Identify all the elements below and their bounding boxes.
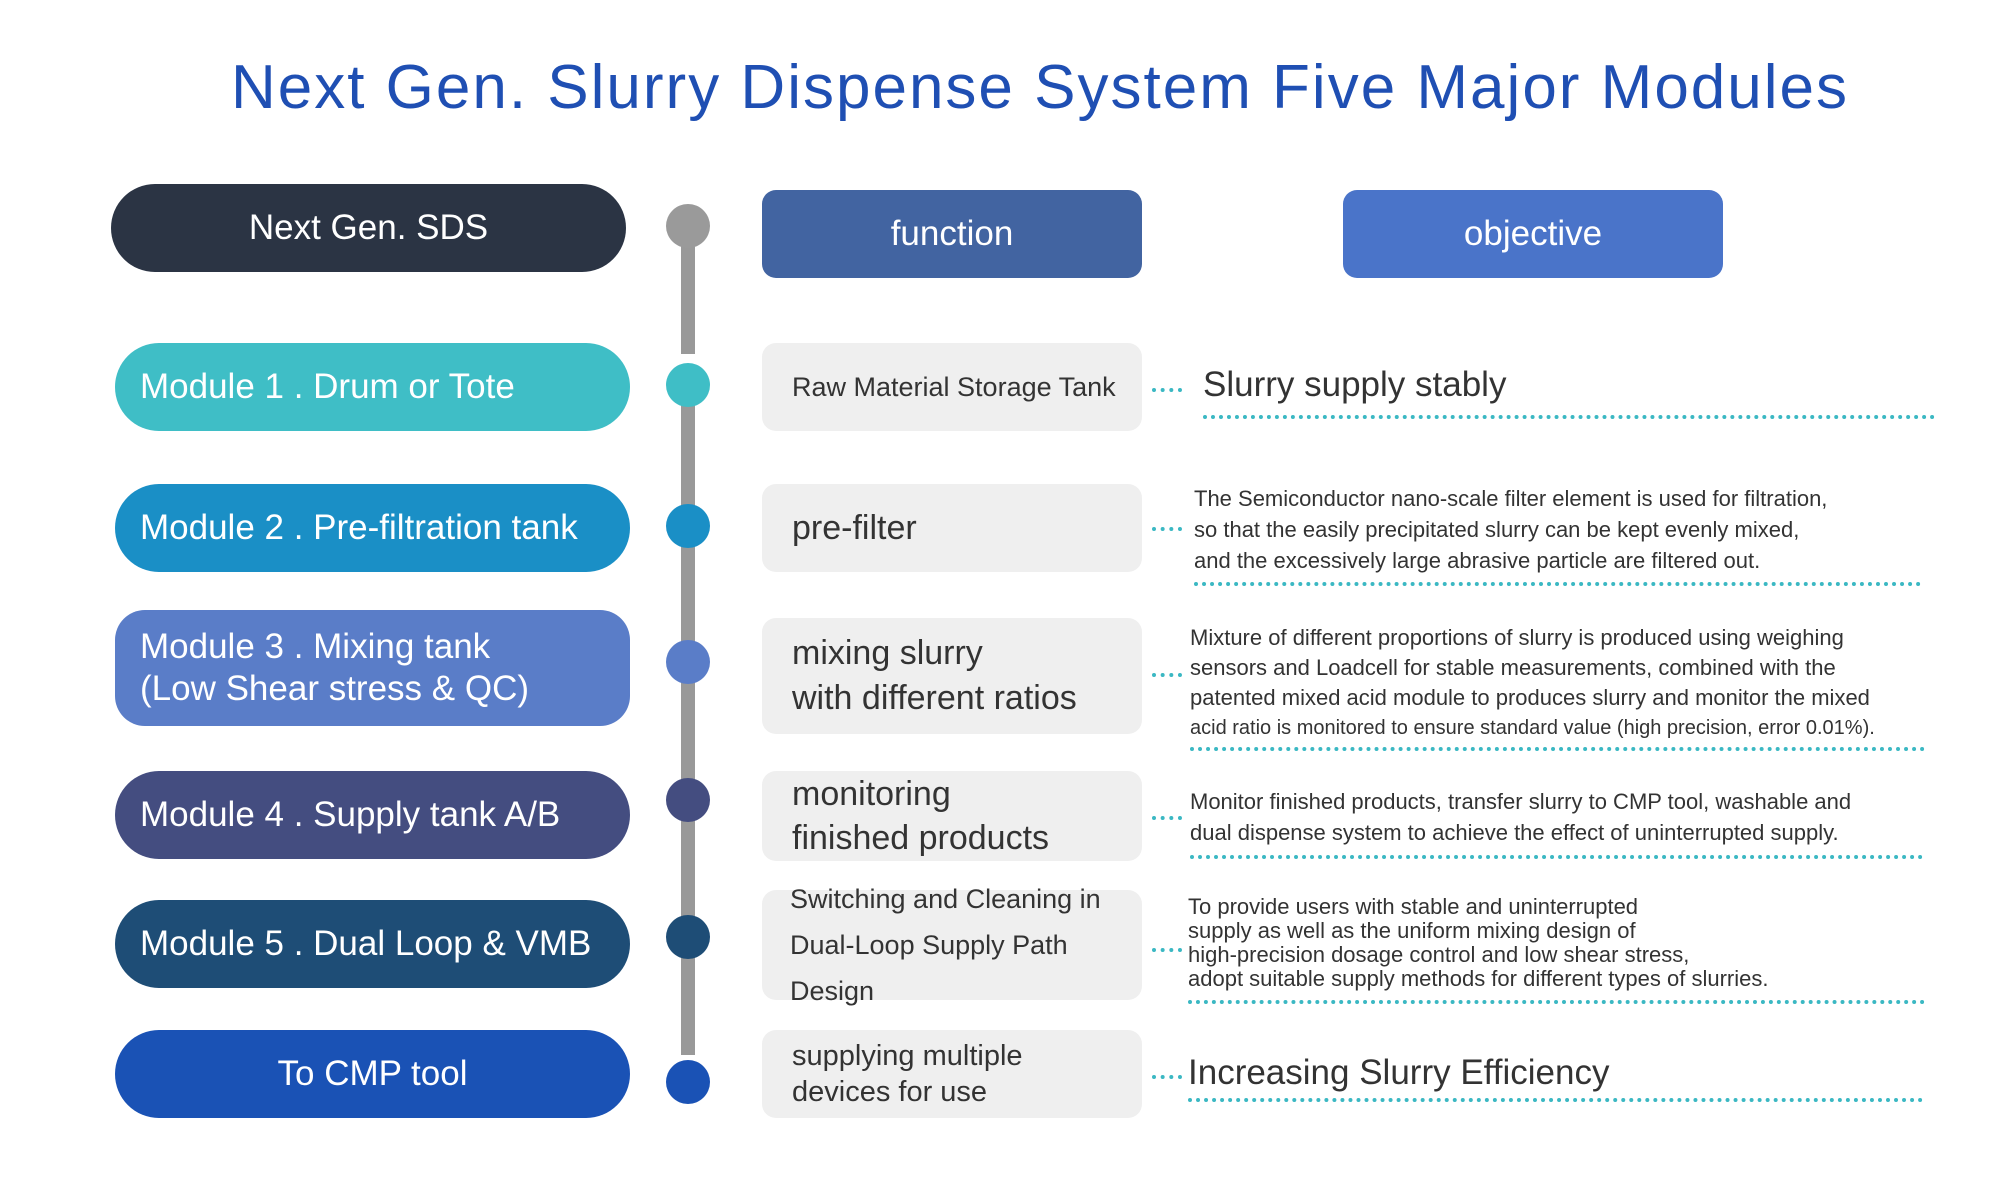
objective-5-underline	[1188, 1000, 1925, 1004]
function-1-text: Raw Material Storage Tank	[792, 371, 1116, 402]
sds-header-label: Next Gen. SDS	[248, 208, 489, 247]
objective-1-underline	[1203, 415, 1935, 419]
connector-1	[1152, 388, 1182, 392]
objective-2-line1: The Semiconductor nano-scale filter elem…	[1194, 486, 1828, 511]
objective-1-line: Slurry supply stably	[1203, 365, 1507, 404]
objective-5-line3: high-precision dosage control and low sh…	[1188, 942, 1690, 967]
page-title: Next Gen. Slurry Dispense System Five Ma…	[230, 53, 1850, 122]
objective-3-line4: acid ratio is monitored to ensure standa…	[1190, 717, 1875, 739]
sds-header-pill: Next Gen. SDS	[111, 184, 626, 272]
function-5-line2: Dual-Loop Supply Path Design	[790, 930, 1068, 1006]
timeline-spine-top	[681, 226, 695, 354]
objective-1: Slurry supply stably	[1203, 365, 1506, 405]
function-4-line1: monitoring	[792, 775, 951, 813]
objective-2-line2: so that the easily precipitated slurry c…	[1194, 517, 1800, 542]
objective-4: Monitor finished products, transfer slur…	[1190, 786, 1851, 848]
module-2-pill: Module 2 . Pre-filtration tank	[115, 484, 630, 572]
module-5-pill: Module 5 . Dual Loop & VMB	[115, 900, 630, 988]
connector-2	[1152, 527, 1182, 531]
function-6-line2: devices for use	[792, 1076, 988, 1108]
objective-header: objective	[1343, 190, 1723, 278]
objective-6: Increasing Slurry Efficiency	[1188, 1053, 1609, 1093]
objective-header-label: objective	[1463, 214, 1603, 253]
function-box-1: Raw Material Storage Tank	[762, 343, 1142, 431]
objective-5-line4: adopt suitable supply methods for differ…	[1188, 966, 1769, 991]
objective-2-underline	[1194, 582, 1921, 586]
timeline-dot-3	[666, 640, 710, 684]
function-3-line2: with different ratios	[792, 679, 1077, 717]
function-box-5: Switching and Cleaning in Dual-Loop Supp…	[762, 884, 1142, 1006]
timeline-dot-1	[666, 363, 710, 407]
objective-5: To provide users with stable and uninter…	[1188, 895, 1768, 991]
connector-3	[1152, 673, 1182, 677]
objective-3: Mixture of different proportions of slur…	[1190, 623, 1875, 743]
objective-4-line2: dual dispense system to achieve the effe…	[1190, 820, 1839, 845]
timeline-dot-6	[666, 1060, 710, 1104]
cmp-tool-label: To CMP tool	[277, 1054, 468, 1093]
function-box-4: monitoring finished products	[762, 771, 1142, 861]
objective-2-line3: and the excessively large abrasive parti…	[1194, 548, 1761, 573]
module-4-label: Module 4 . Supply tank A/B	[140, 795, 561, 834]
function-6-line1: supplying multiple	[792, 1040, 1023, 1072]
module-1-label: Module 1 . Drum or Tote	[140, 367, 515, 406]
timeline-dot-header	[666, 204, 710, 248]
timeline-dot-2	[666, 504, 710, 548]
timeline-dot-5	[666, 915, 710, 959]
objective-4-line1: Monitor finished products, transfer slur…	[1190, 789, 1852, 814]
function-box-6: supplying multiple devices for use	[762, 1030, 1142, 1118]
connector-6	[1152, 1075, 1182, 1079]
timeline-spine	[681, 405, 695, 1055]
objective-3-line2: sensors and Loadcell for stable measurem…	[1190, 655, 1836, 680]
module-3-label-line1: Module 3 . Mixing tank	[140, 627, 491, 666]
function-4-line2: finished products	[792, 819, 1050, 857]
timeline-dot-4	[666, 778, 710, 822]
function-header-label: function	[890, 214, 1014, 253]
objective-6-underline	[1188, 1098, 1923, 1102]
module-1-pill: Module 1 . Drum or Tote	[115, 343, 630, 431]
objective-3-line1: Mixture of different proportions of slur…	[1190, 625, 1844, 650]
objective-3-line3: patented mixed acid module to produces s…	[1190, 685, 1870, 710]
module-4-pill: Module 4 . Supply tank A/B	[115, 771, 630, 859]
module-5-label: Module 5 . Dual Loop & VMB	[140, 924, 592, 963]
connector-5	[1152, 948, 1182, 952]
cmp-tool-pill: To CMP tool	[115, 1030, 630, 1118]
function-2-text: pre-filter	[792, 508, 917, 547]
function-header: function	[762, 190, 1142, 278]
module-3-pill: Module 3 . Mixing tank (Low Shear stress…	[115, 610, 630, 726]
objective-4-underline	[1190, 855, 1923, 859]
objective-3-underline	[1190, 747, 1925, 751]
objective-5-line1: To provide users with stable and uninter…	[1188, 894, 1639, 919]
module-2-label: Module 2 . Pre-filtration tank	[140, 508, 578, 547]
module-3-label-line2: (Low Shear stress & QC)	[140, 669, 529, 708]
function-5-line1: Switching and Cleaning in	[790, 884, 1101, 914]
objective-6-line: Increasing Slurry Efficiency	[1188, 1053, 1610, 1092]
objective-2: The Semiconductor nano-scale filter elem…	[1194, 483, 1827, 576]
function-3-line1: mixing slurry	[792, 634, 983, 672]
function-box-2: pre-filter	[762, 484, 1142, 572]
objective-5-line2: supply as well as the uniform mixing des…	[1188, 918, 1636, 943]
connector-4	[1152, 816, 1182, 820]
function-box-3: mixing slurry with different ratios	[762, 618, 1142, 734]
